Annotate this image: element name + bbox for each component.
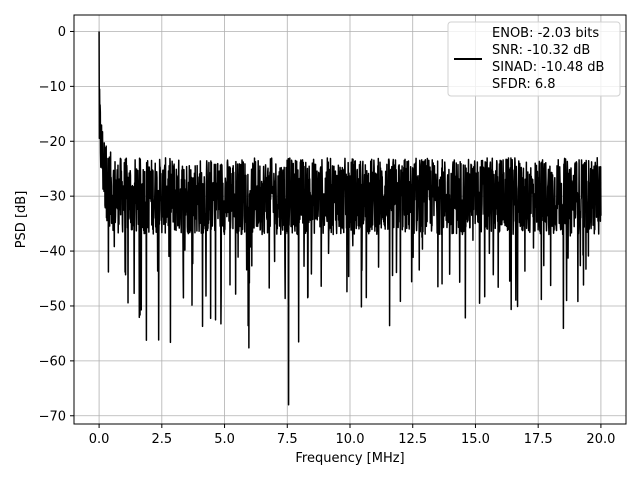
legend-enob: ENOB: -2.03 bits [492, 26, 599, 41]
x-tick-label: 2.5 [151, 432, 172, 447]
y-tick-label: −60 [39, 354, 66, 369]
legend: ENOB: -2.03 bits SNR: -10.32 dB SINAD: -… [447, 21, 621, 97]
y-tick-label: 0 [58, 25, 66, 40]
y-axis-ticks: 0 −10 −20 −30 −40 −50 −60 −70 [39, 25, 74, 424]
x-tick-label: 5.0 [214, 432, 235, 447]
legend-snr: SNR: -10.32 dB [492, 43, 590, 58]
x-tick-label: 12.5 [398, 432, 427, 447]
y-tick-label: −20 [39, 135, 66, 150]
legend-sinad: SINAD: -10.48 dB [492, 60, 604, 75]
y-tick-label: −30 [39, 190, 66, 205]
y-tick-label: −70 [39, 409, 66, 424]
x-axis-ticks: 0.0 2.5 5.0 7.5 10.0 12.5 15.0 17.5 20.0 [89, 424, 615, 447]
x-tick-label: 0.0 [89, 432, 110, 447]
x-tick-label: 10.0 [336, 432, 365, 447]
y-axis-label: PSD [dB] [14, 191, 29, 249]
legend-sfdr: SFDR: 6.8 [492, 77, 556, 92]
x-tick-label: 7.5 [277, 432, 298, 447]
x-tick-label: 20.0 [586, 432, 615, 447]
psd-series [98, 31, 602, 406]
legend-box [447, 21, 621, 97]
x-axis-label: Frequency [MHz] [295, 451, 404, 466]
y-tick-label: −40 [39, 245, 66, 260]
x-tick-label: 17.5 [524, 432, 553, 447]
x-tick-label: 15.0 [461, 432, 490, 447]
y-tick-label: −10 [39, 80, 66, 95]
y-tick-label: −50 [39, 299, 66, 314]
psd-line [98, 31, 602, 406]
